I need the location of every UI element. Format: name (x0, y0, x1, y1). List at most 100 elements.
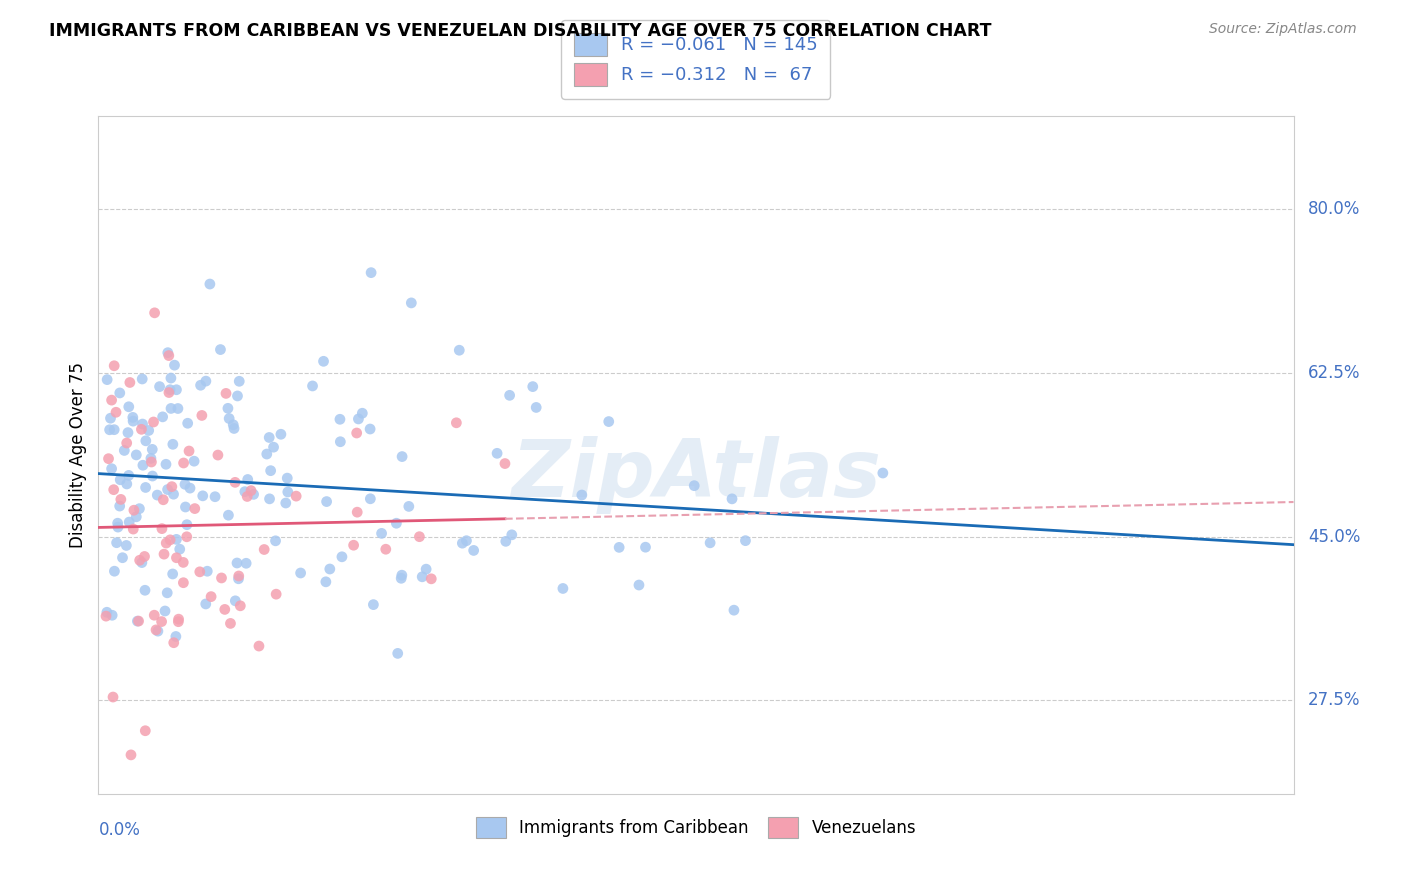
Point (160, 401, 183, 416)
Point (387, 647, 409, 661)
Point (217, 508, 239, 523)
Point (385, 516, 408, 531)
Point (551, 582, 574, 596)
Point (398, 500, 420, 514)
Point (571, 488, 593, 502)
Point (222, 421, 245, 435)
Point (872, 466, 894, 480)
Point (315, 494, 337, 508)
Point (103, 423, 125, 437)
Point (167, 401, 190, 416)
Point (219, 616, 242, 631)
Point (101, 690, 124, 704)
Point (236, 490, 259, 504)
Point (117, 425, 139, 440)
Point (100, 393, 122, 408)
Point (128, 614, 150, 628)
Point (183, 454, 205, 468)
Point (118, 376, 141, 390)
Point (103, 483, 125, 497)
Point (125, 509, 148, 524)
Point (128, 553, 150, 567)
Point (257, 430, 280, 444)
Point (103, 359, 125, 373)
Point (177, 444, 200, 458)
Point (463, 543, 485, 558)
Point (166, 550, 188, 565)
Point (259, 491, 281, 506)
Point (522, 379, 544, 393)
Point (195, 564, 218, 578)
Text: IMMIGRANTS FROM CARIBBEAN VS VENEZUELAN DISABILITY AGE OVER 75 CORRELATION CHART: IMMIGRANTS FROM CARIBBEAN VS VENEZUELAN … (49, 22, 991, 40)
Point (155, 536, 177, 550)
Point (134, 723, 156, 738)
Point (329, 434, 352, 449)
Point (312, 354, 335, 368)
Point (163, 358, 186, 372)
Point (276, 471, 298, 485)
Y-axis label: Disability Age Over 75: Disability Age Over 75 (69, 362, 87, 548)
Point (110, 473, 132, 487)
Point (330, 549, 353, 564)
Point (256, 447, 278, 461)
Point (131, 417, 153, 431)
Point (153, 547, 176, 561)
Point (352, 406, 374, 420)
Point (122, 522, 145, 536)
Point (224, 594, 246, 608)
Point (420, 572, 443, 586)
Point (184, 501, 207, 516)
Point (274, 496, 297, 510)
Point (153, 604, 176, 618)
Point (100, 411, 122, 425)
Point (157, 349, 180, 363)
Point (98, 423, 121, 437)
Point (200, 590, 222, 604)
Point (290, 566, 312, 580)
Point (162, 487, 184, 501)
Point (118, 400, 141, 414)
Point (139, 451, 162, 466)
Point (132, 458, 155, 473)
Point (176, 530, 198, 544)
Point (374, 542, 396, 557)
Point (408, 530, 430, 544)
Point (169, 542, 191, 557)
Point (110, 492, 132, 507)
Point (627, 578, 650, 592)
Text: 80.0%: 80.0% (1308, 201, 1360, 219)
Point (162, 437, 184, 451)
Point (135, 434, 157, 448)
Point (160, 371, 183, 385)
Point (131, 422, 153, 436)
Point (214, 602, 236, 616)
Point (598, 415, 620, 429)
Point (100, 461, 122, 475)
Point (96, 373, 118, 387)
Point (253, 542, 276, 557)
Point (167, 612, 190, 626)
Point (146, 624, 169, 639)
Point (179, 481, 201, 495)
Point (172, 555, 194, 569)
Point (347, 412, 370, 426)
Point (141, 442, 163, 457)
Point (148, 379, 170, 393)
Text: Source: ZipAtlas.com: Source: ZipAtlas.com (1209, 22, 1357, 37)
Point (121, 410, 143, 425)
Point (228, 374, 250, 388)
Point (174, 477, 197, 491)
Point (152, 409, 174, 424)
Point (494, 457, 516, 471)
Point (127, 614, 149, 628)
Point (173, 456, 195, 470)
Point (495, 534, 517, 549)
Point (162, 566, 184, 581)
Point (360, 266, 382, 280)
Point (118, 515, 141, 529)
Point (270, 427, 292, 442)
Point (235, 556, 257, 570)
Point (315, 574, 337, 589)
Point (242, 487, 264, 501)
Point (226, 389, 249, 403)
